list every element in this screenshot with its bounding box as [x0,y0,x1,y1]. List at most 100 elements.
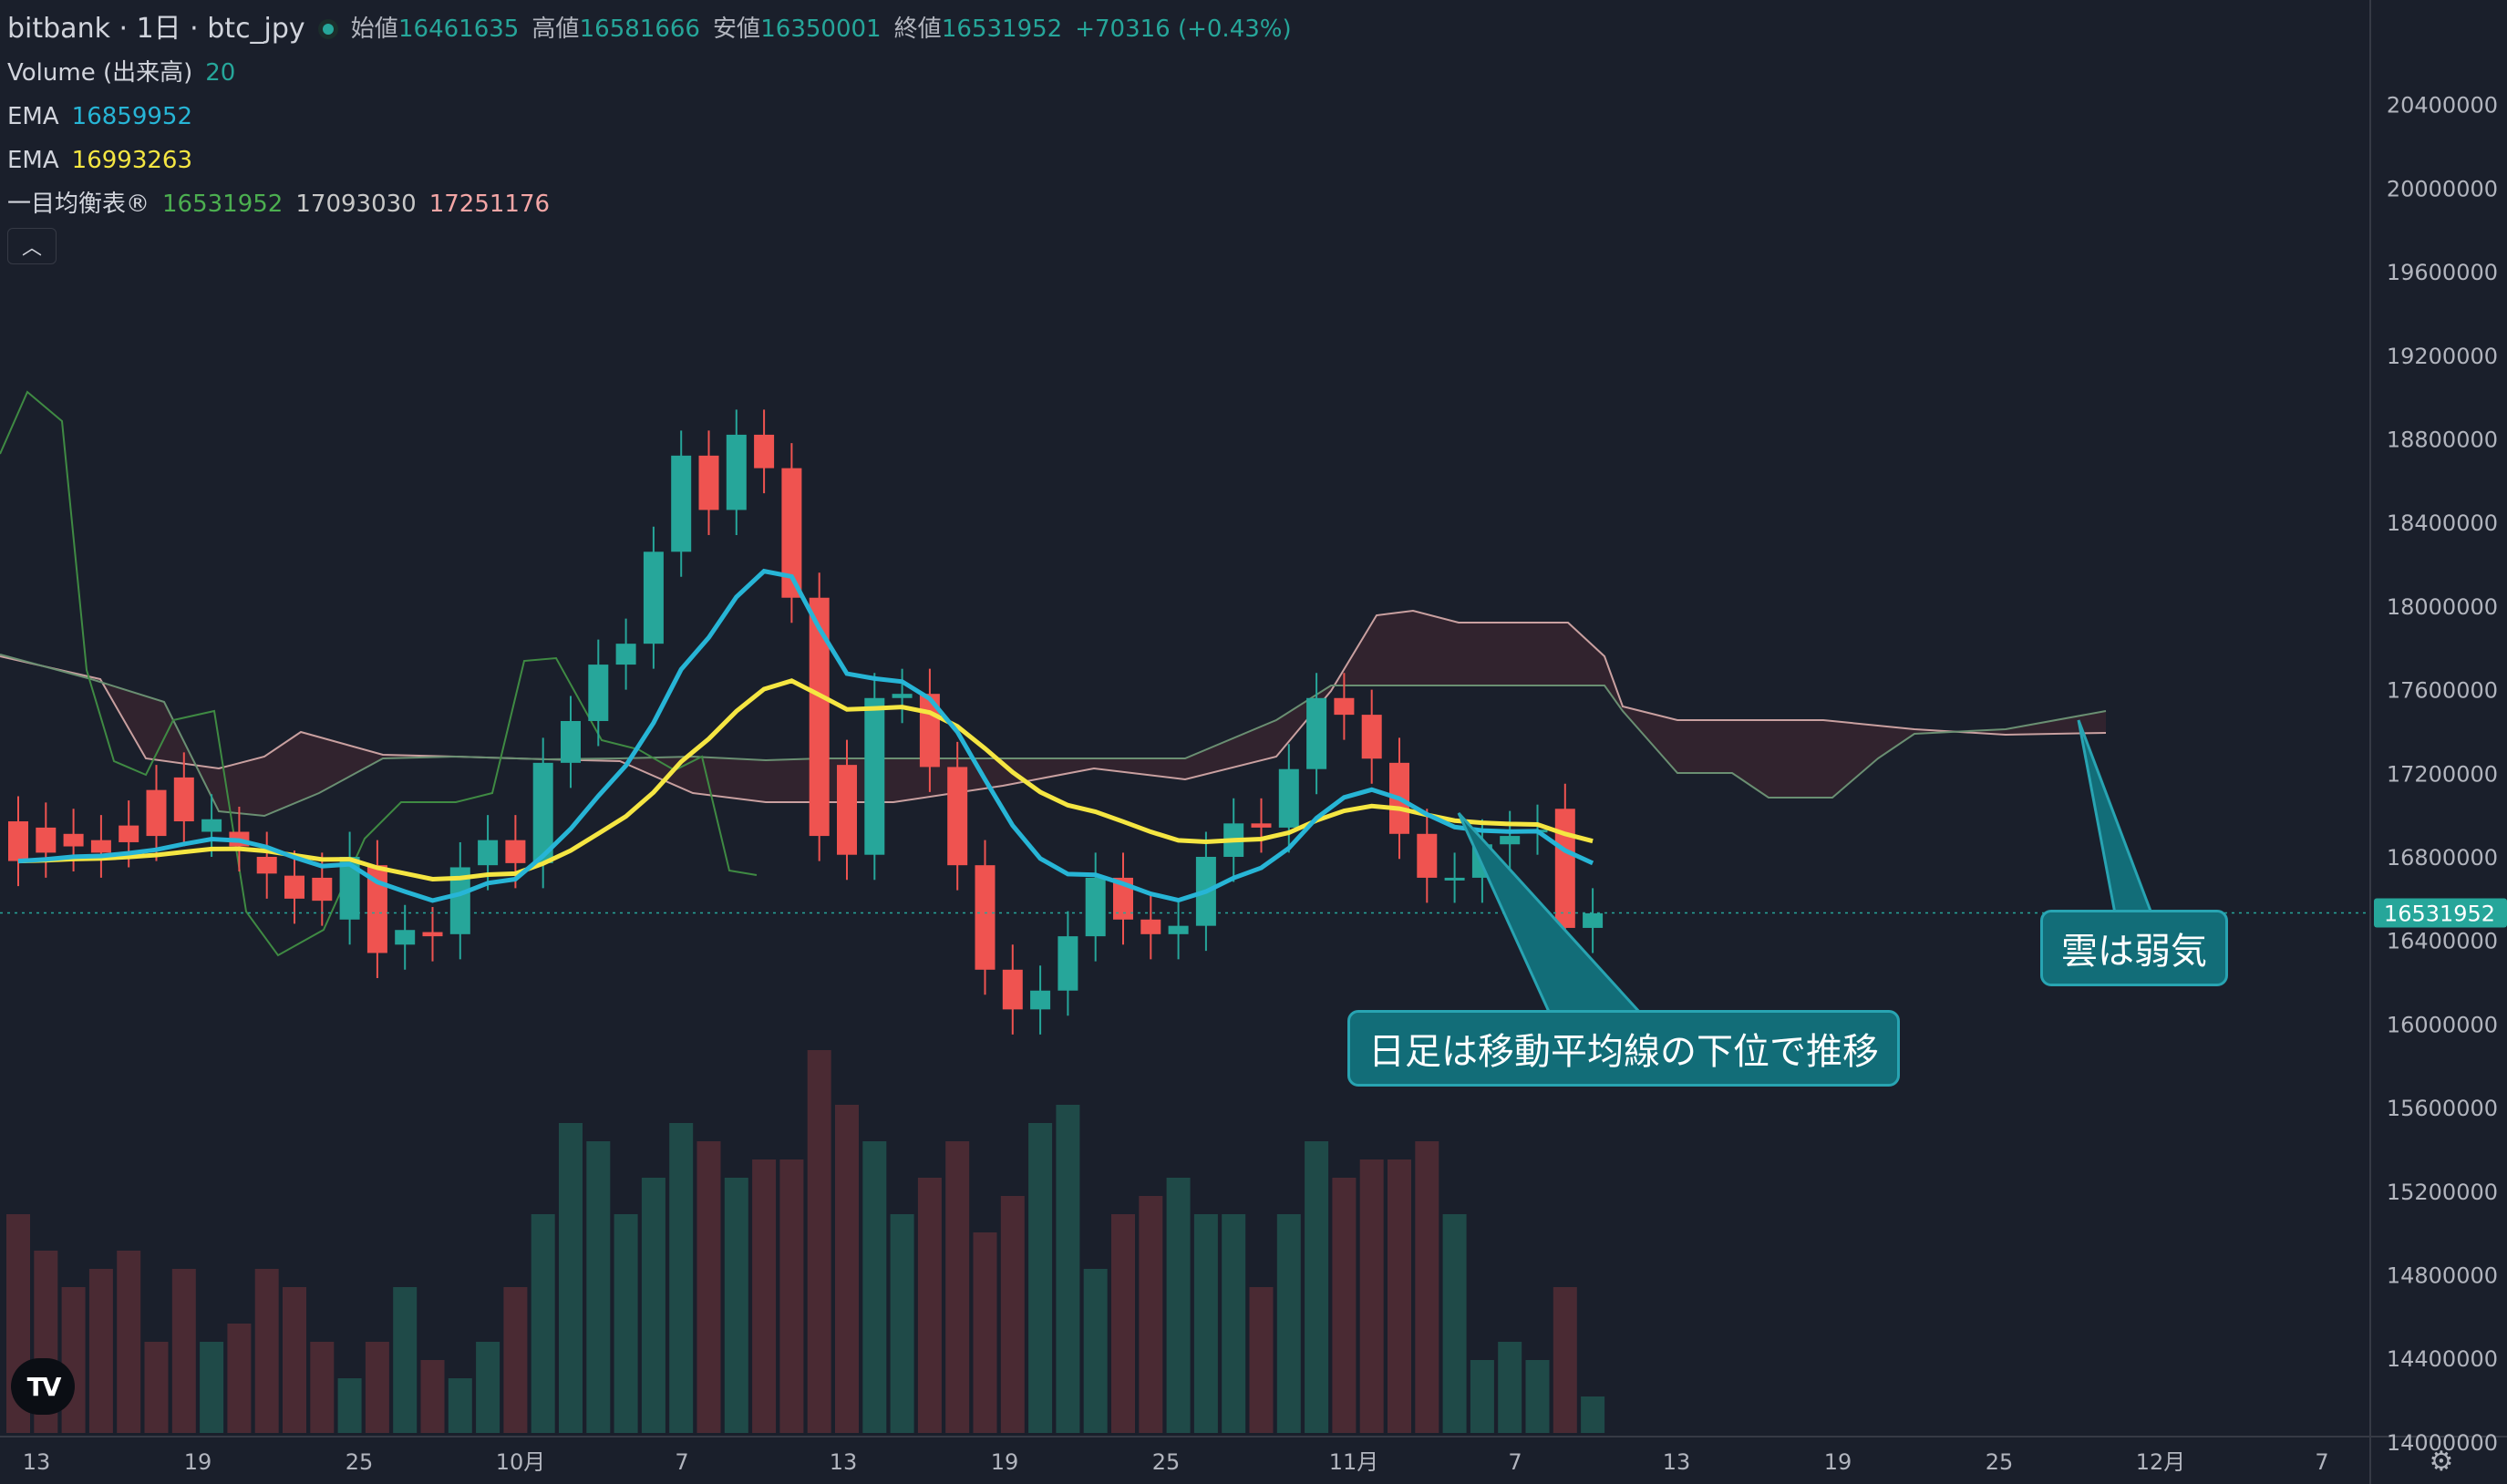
volume-bar [503,1287,528,1433]
price-change: +70316 (+0.43%) [1075,15,1292,43]
volume-bar [254,1269,279,1433]
volume-bar [200,1342,224,1433]
ema2-legend[interactable]: EMA 16993263 [7,139,1292,182]
candle-body [366,865,387,953]
volume-bar [61,1287,86,1433]
x-tick-label: 13 [23,1449,51,1475]
candle-body [1278,768,1299,828]
y-tick-label: 19600000 [2387,260,2498,285]
volume-bar [973,1232,997,1433]
collapse-legend-button[interactable]: ︿ [7,228,57,264]
candle-body [1113,877,1133,920]
candle-body [119,825,139,842]
x-tick-label: 7 [675,1449,688,1475]
ohlc-open: 始値 16461635 [350,15,520,43]
volume-bar [1332,1178,1357,1433]
gear-icon[interactable]: ⚙ [2429,1446,2454,1478]
volume-bar [1083,1269,1108,1433]
candle-body [947,767,968,866]
volume-bar [476,1342,500,1433]
volume-bar [117,1251,141,1433]
volume-bar [448,1378,472,1433]
y-tick-label: 14000000 [2387,1430,2498,1456]
candle-body [422,932,443,937]
volume-legend[interactable]: Volume (出来高) 20 [7,51,1292,95]
volume-bar [310,1342,335,1433]
ohlc-close: 終値 16531952 [893,15,1063,43]
ema1-legend[interactable]: EMA 16859952 [7,95,1292,139]
x-tick-label: 25 [1986,1449,2014,1475]
volume-bar [283,1287,306,1433]
volume-bar [559,1123,583,1433]
volume-bar [669,1123,694,1433]
candle-body [837,765,857,855]
volume-bar [696,1141,721,1433]
volume-bar [724,1178,748,1433]
ema1-value: 16859952 [71,103,192,130]
volume-bar [1193,1214,1218,1433]
volume-bar [945,1141,970,1433]
ichimoku-value-2: 17093030 [295,191,417,218]
candle-body [63,833,84,847]
tradingview-logo[interactable]: TV [11,1358,75,1415]
candle-body [754,434,775,469]
volume-bar [1139,1196,1163,1433]
candle-body [1002,969,1023,1010]
volume-bar [88,1269,113,1433]
volume-bar [779,1159,804,1433]
candle-body [532,762,553,863]
volume-bar [917,1178,942,1433]
candle-body [1417,833,1438,878]
y-tick-label: 20000000 [2387,176,2498,201]
volume-label: Volume (出来高) [7,59,193,87]
ohlc-high: 高値 16581666 [531,15,700,43]
volume-bar [365,1342,389,1433]
volume-bar [1000,1196,1025,1433]
senkou-span-b [0,654,2107,818]
x-tick-label: 11月 [1329,1449,1379,1475]
candle-body [643,551,664,644]
candle-body [312,877,333,902]
candle-body [284,875,304,899]
y-tick-label: 15200000 [2387,1180,2498,1205]
y-tick-label: 16000000 [2387,1012,2498,1037]
last-price-tag [2374,898,2507,928]
symbol-title[interactable]: bitbank · 1日 · btc_jpy [7,13,305,45]
volume-bar [171,1269,196,1433]
ichimoku-cloud [0,611,2106,816]
candle-body [588,665,609,721]
volume-bar [1276,1214,1301,1433]
volume-bar [1359,1159,1384,1433]
candle-body [892,694,913,698]
x-tick-label: 7 [1508,1449,1522,1475]
candle-body [146,789,167,837]
candle-body [36,827,57,853]
callout-daily: 日足は移動平均線の下位で推移 [1347,1010,1900,1087]
volume-bar [337,1378,362,1433]
candle-body [201,819,222,832]
x-tick-label: 19 [991,1449,1019,1475]
candle-body [1444,877,1465,881]
volume-bar [1388,1159,1411,1433]
x-tick-label: 25 [1152,1449,1181,1475]
volume-bar [614,1214,638,1433]
volume-bar [1028,1123,1053,1433]
ema2-label: EMA [7,147,59,174]
candle-body [1334,697,1355,716]
candle-body [864,697,885,855]
ema2-value: 16993263 [71,147,192,174]
volume-bar [1249,1287,1274,1433]
y-tick-label: 16400000 [2387,929,2498,954]
candle-body [339,857,360,920]
volume-bar [1222,1214,1246,1433]
candle-body [671,455,692,552]
candle-body [781,468,802,598]
candle-body [1306,697,1327,769]
candle-body [698,455,719,510]
ichimoku-legend[interactable]: 一目均衡表® 16531952 17093030 17251176 [7,182,1292,226]
y-tick-label: 14400000 [2387,1346,2498,1372]
x-tick-label: 12月 [2136,1449,2186,1475]
last-price-label: 16531952 [2384,901,2495,926]
chikou-span [0,390,758,957]
